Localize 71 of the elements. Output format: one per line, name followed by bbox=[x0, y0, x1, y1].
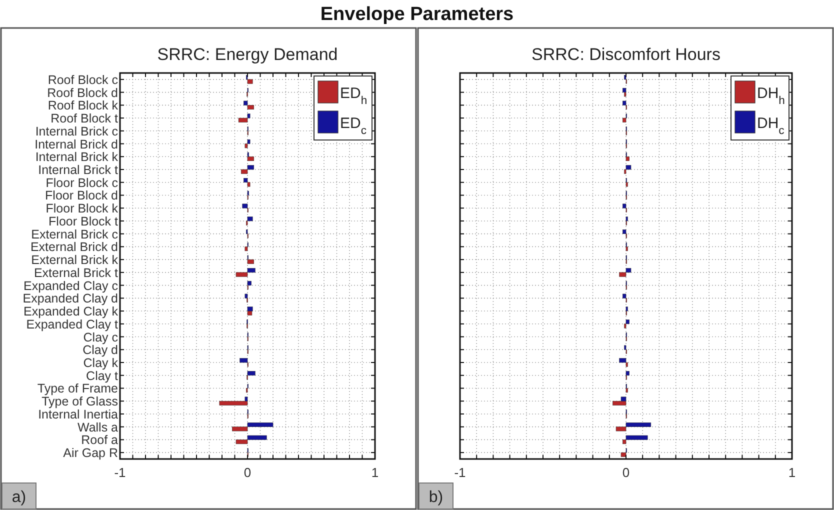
legend-label: ED$_{h}$ bbox=[340, 85, 368, 107]
y-tick-label: Internal Brick c bbox=[35, 124, 118, 138]
y-tick-label: Roof Block k bbox=[48, 98, 119, 113]
y-tick-label: Expanded Clay k bbox=[23, 304, 119, 319]
y-tick-label: Air Gap R bbox=[63, 446, 118, 460]
x-tick-label: 1 bbox=[371, 465, 379, 480]
chart-subtitle: SRRC: Discomfort Hours bbox=[532, 45, 720, 64]
y-tick-label: Internal Brick t bbox=[38, 163, 119, 177]
bar bbox=[244, 294, 248, 298]
y-tick-label: Internal Brick d bbox=[34, 137, 118, 152]
bar bbox=[247, 79, 253, 84]
y-tick-label: Internal Inertia bbox=[38, 407, 118, 422]
bar bbox=[247, 182, 250, 187]
bar bbox=[620, 452, 626, 457]
bar bbox=[626, 371, 630, 376]
y-tick-label: Expanded Clay c bbox=[23, 278, 118, 293]
bar bbox=[247, 306, 253, 312]
legend-label: ED$_{c}$ bbox=[340, 115, 367, 137]
bar bbox=[619, 358, 626, 363]
y-tick-label: External Brick k bbox=[31, 253, 119, 268]
bar bbox=[622, 204, 626, 208]
y-tick-label: Clay d bbox=[82, 343, 118, 358]
bar bbox=[242, 204, 248, 208]
x-tick-label: -1 bbox=[114, 465, 126, 480]
x-tick-label: -1 bbox=[454, 465, 466, 480]
bar bbox=[238, 118, 248, 122]
y-tick-label: Floor Block k bbox=[46, 202, 119, 216]
bar bbox=[247, 371, 256, 376]
y-tick-label: Roof a bbox=[81, 433, 118, 448]
bar bbox=[622, 294, 626, 298]
text: Envelope Parameters bbox=[320, 4, 514, 25]
bar bbox=[622, 100, 626, 106]
bar bbox=[612, 400, 626, 406]
y-tick-label: Internal Brick k bbox=[35, 150, 119, 164]
y-tick-label: Roof Block d bbox=[47, 86, 118, 100]
bar bbox=[626, 165, 632, 170]
bar bbox=[622, 118, 626, 122]
y-tick-label: Clay c bbox=[83, 330, 118, 344]
bar bbox=[240, 358, 248, 363]
y-tick-label: External Brick c bbox=[31, 227, 118, 242]
y-tick-label: Floor Block d bbox=[45, 188, 118, 203]
legend-label: DH$_{h}$ bbox=[757, 85, 785, 107]
bar bbox=[247, 310, 252, 316]
y-tick-label: Floor Block c bbox=[46, 176, 118, 190]
y-tick-label: Expanded Clay t bbox=[26, 317, 119, 332]
y-tick-label: Walls a bbox=[77, 420, 118, 434]
x-tick-label: 0 bbox=[622, 465, 630, 480]
y-tick-label: Type of Frame bbox=[37, 382, 118, 396]
y-tick-label: Roof Block c bbox=[48, 72, 118, 87]
bar bbox=[247, 259, 254, 264]
y-tick-label: Floor Block t bbox=[48, 214, 119, 228]
bar bbox=[219, 400, 248, 406]
y-tick-label: External Brick t bbox=[34, 266, 119, 280]
bar bbox=[626, 156, 630, 161]
chart-subtitle: SRRC: Energy Demand bbox=[157, 45, 338, 64]
x-tick-label: 0 bbox=[244, 465, 252, 480]
bar bbox=[247, 216, 253, 222]
text: a) bbox=[12, 489, 26, 506]
y-tick-label: Type of Glass bbox=[42, 394, 118, 409]
bar bbox=[626, 435, 648, 440]
y-tick-label: External Brick d bbox=[30, 240, 118, 254]
text: b) bbox=[428, 489, 444, 506]
y-tick-label: Clay k bbox=[83, 356, 119, 370]
bar bbox=[244, 178, 248, 183]
y-tick-label: Roof Block t bbox=[50, 112, 119, 126]
bar bbox=[626, 320, 630, 324]
y-tick-label: Expanded Clay d bbox=[22, 292, 118, 306]
x-tick-label: 1 bbox=[788, 465, 796, 480]
bar bbox=[247, 156, 254, 161]
legend-label: DH$_{c}$ bbox=[757, 115, 785, 137]
y-tick-label: Clay t bbox=[86, 368, 119, 383]
